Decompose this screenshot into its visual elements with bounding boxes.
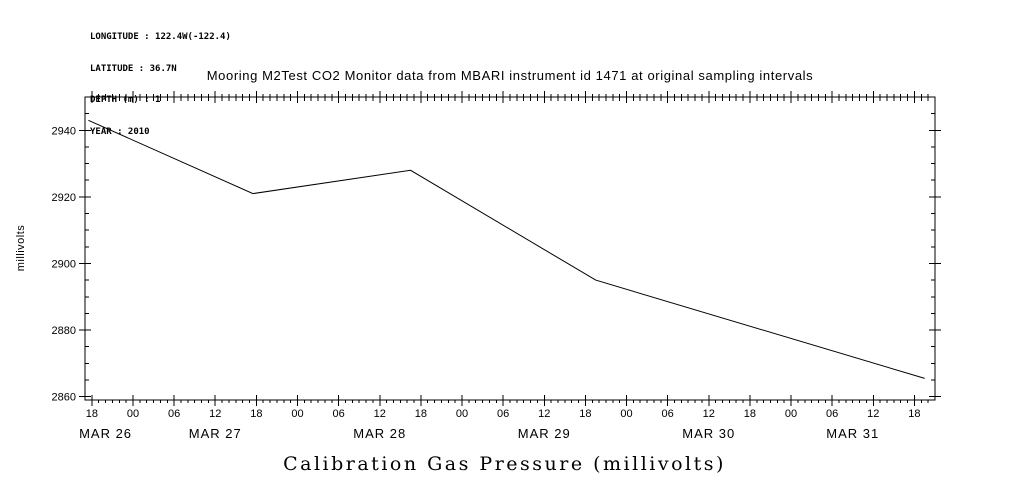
data-line [88, 119, 925, 379]
meta-year: YEAR : 2010 [90, 126, 150, 137]
x-hour-tick-label: 00 [785, 408, 797, 420]
x-hour-tick-label: 06 [826, 408, 838, 420]
x-axis-title: Calibration Gas Pressure (millivolts) [283, 453, 726, 475]
x-hour-tick-label: 18 [579, 408, 591, 420]
x-hour-tick-label: 12 [374, 408, 386, 420]
x-hour-tick-label: 18 [744, 408, 756, 420]
x-hour-tick-label: 06 [662, 408, 674, 420]
x-hour-tick-label: 18 [250, 408, 262, 420]
x-hour-tick-label: 18 [86, 408, 98, 420]
x-date-label: MAR 29 [518, 426, 571, 441]
x-date-label: MAR 27 [189, 426, 242, 441]
x-date-label: MAR 30 [682, 426, 735, 441]
x-hour-tick-label: 00 [620, 408, 632, 420]
y-tick-label: 2920 [52, 192, 76, 204]
meta-longitude: LONGITUDE : 122.4W(-122.4) [90, 32, 231, 42]
x-hour-tick-label: 12 [209, 408, 221, 420]
x-hour-tick-label: 12 [538, 408, 550, 420]
y-tick-label: 2900 [52, 258, 76, 270]
y-tick-label: 2860 [52, 392, 76, 404]
x-hour-tick-label: 18 [415, 408, 427, 420]
chart-title: Mooring M2Test CO2 Monitor data from MBA… [206, 68, 814, 83]
x-hour-tick-label: 06 [333, 408, 345, 420]
x-hour-tick-label: 06 [497, 408, 509, 420]
x-hour-tick-label: 06 [168, 408, 180, 420]
x-hour-tick-label: 18 [908, 408, 920, 420]
plot-frame [84, 96, 936, 401]
x-date-label: MAR 28 [353, 426, 406, 441]
meta-latitude: LATITUDE : 36.7N [90, 63, 177, 74]
y-tick-label: 2940 [52, 125, 76, 137]
station-metadata: LONGITUDE : 122.4W(-122.4) LATITUDE : 36… [90, 11, 231, 158]
x-hour-tick-label: 00 [127, 408, 139, 420]
y-tick-label: 2880 [52, 325, 76, 337]
x-hour-tick-label: 00 [291, 408, 303, 420]
x-date-label: MAR 31 [826, 426, 879, 441]
x-hour-tick-label: 12 [867, 408, 879, 420]
x-hour-tick-label: 12 [703, 408, 715, 420]
x-hour-tick-label: 00 [456, 408, 468, 420]
x-date-label: MAR 26 [79, 426, 132, 441]
